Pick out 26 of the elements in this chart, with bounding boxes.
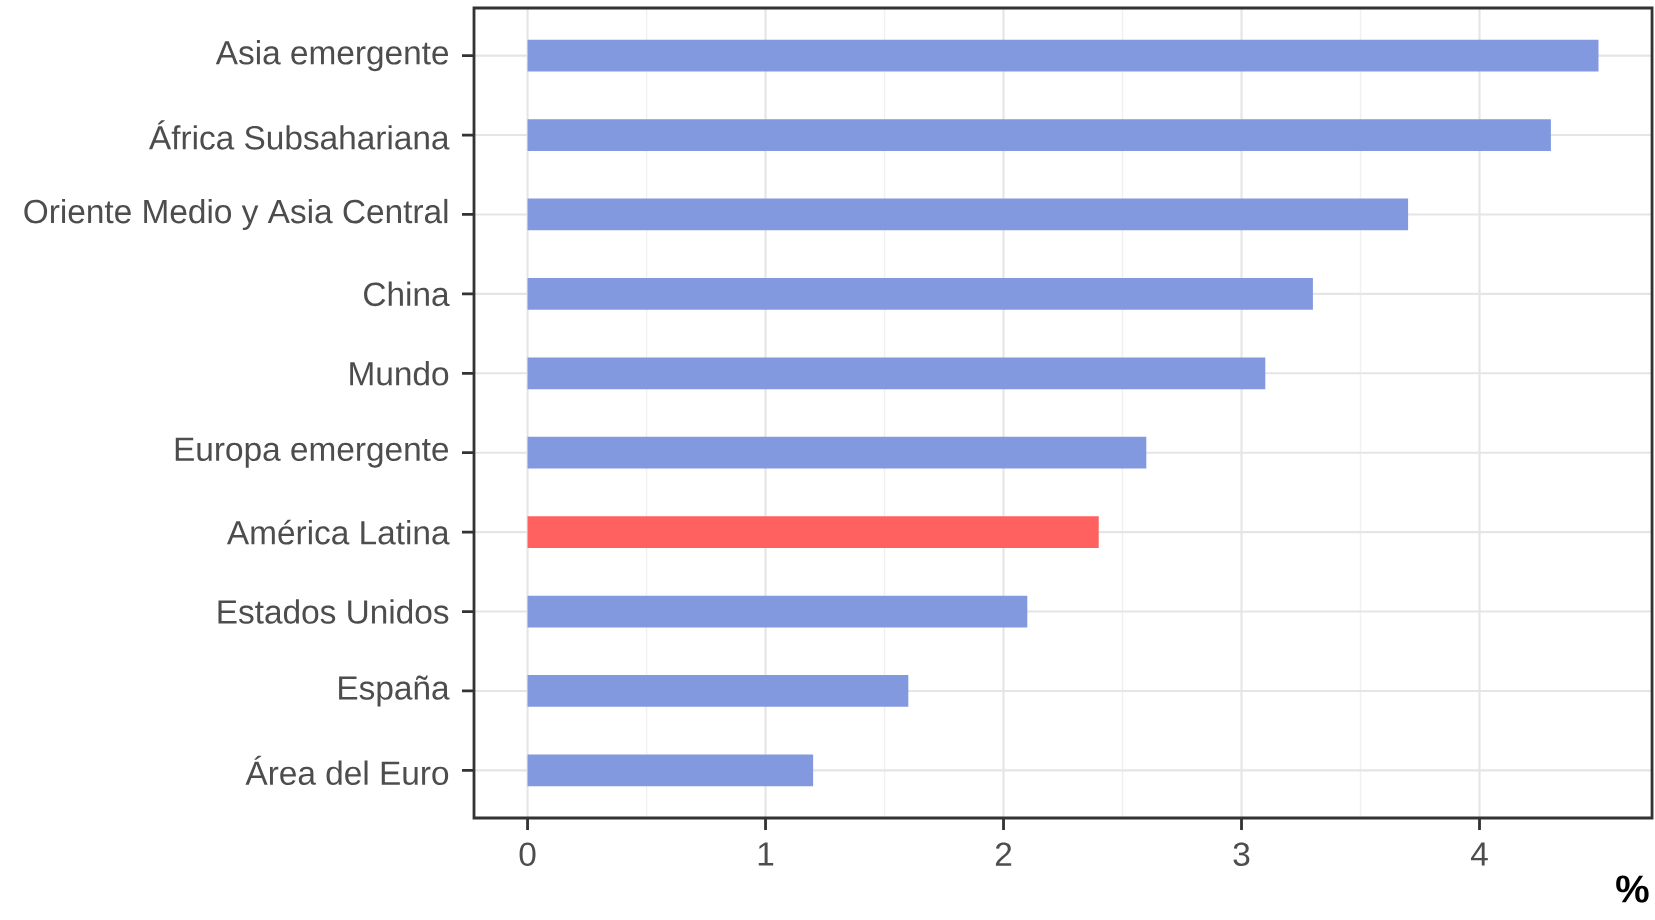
bar: [527, 198, 1409, 231]
bar: [527, 119, 1551, 151]
bar: [527, 277, 1313, 310]
bar: [527, 595, 1028, 628]
y-tick-label: Asia emergente: [215, 40, 449, 72]
y-tick-label: Área del Euro: [245, 755, 449, 786]
x-tick-label: 0: [519, 842, 536, 867]
y-tick-label: Estados Unidos: [218, 599, 449, 624]
y-tick-label: Europa emergente: [175, 437, 449, 468]
y-tick-label: China: [364, 281, 450, 307]
bar: [527, 754, 814, 787]
bar: [527, 39, 1599, 72]
y-tick-label: América Latina: [226, 519, 450, 545]
y-tick-label: África Subsahariana: [148, 120, 450, 150]
x-tick-label: 3: [1233, 842, 1250, 867]
bar: [527, 675, 909, 707]
y-tick-label: Mundo: [350, 361, 449, 386]
bar: [527, 436, 1147, 469]
y-tick-label: Oriente Medio y Asia Central: [24, 198, 448, 231]
x-tick-label: 4: [1470, 842, 1488, 866]
bar: [527, 357, 1266, 390]
x-axis-title: %: [1616, 875, 1649, 903]
bar: [527, 516, 1099, 549]
y-tick-label: España: [339, 675, 450, 707]
x-tick-label: 1: [758, 842, 774, 866]
x-tick-label: 2: [995, 842, 1012, 866]
